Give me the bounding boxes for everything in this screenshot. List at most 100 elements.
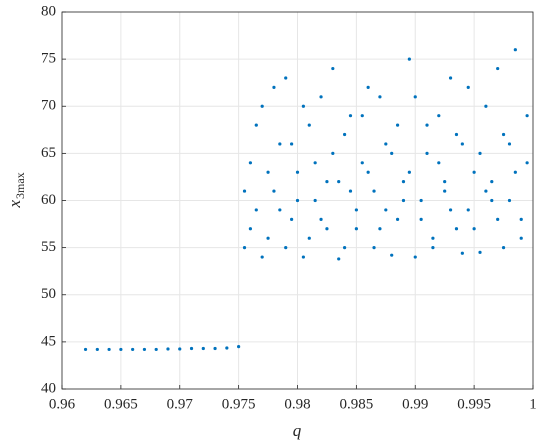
point — [254, 123, 258, 127]
point — [407, 170, 411, 174]
point — [290, 217, 294, 221]
x-tick-label: 0.985 — [340, 396, 374, 412]
point — [242, 189, 247, 193]
point — [478, 151, 482, 155]
point — [331, 66, 335, 71]
point — [443, 180, 447, 184]
point — [331, 151, 335, 155]
point — [348, 114, 353, 118]
point — [419, 198, 423, 203]
x-tick-label: 0.995 — [457, 396, 491, 412]
point — [119, 347, 123, 352]
point — [419, 217, 423, 221]
x-tick-label: 0.965 — [104, 396, 138, 412]
point — [472, 227, 476, 231]
point — [378, 227, 382, 231]
point — [413, 255, 417, 259]
point — [354, 227, 358, 231]
point — [325, 180, 329, 184]
point — [507, 142, 512, 146]
y-tick-label: 55 — [41, 239, 56, 255]
point — [131, 347, 135, 352]
point — [348, 189, 353, 193]
x-axis-label: q — [293, 421, 302, 440]
point — [413, 95, 417, 99]
point — [325, 227, 329, 231]
point — [501, 132, 506, 137]
point — [525, 114, 529, 118]
point — [272, 189, 276, 193]
point — [496, 217, 500, 221]
point — [301, 104, 305, 108]
y-tick-label: 75 — [41, 51, 56, 67]
point — [343, 246, 347, 250]
point — [301, 255, 305, 259]
point — [166, 347, 170, 351]
x-tick-label: 0.96 — [49, 396, 76, 412]
point — [401, 180, 406, 184]
point — [319, 95, 323, 99]
point — [443, 189, 447, 193]
point — [360, 161, 364, 165]
y-tick-label: 70 — [41, 98, 56, 114]
point — [266, 236, 270, 240]
point — [437, 114, 441, 118]
point — [154, 347, 158, 352]
x-tick-label: 0.98 — [284, 396, 310, 412]
point — [425, 151, 429, 155]
point — [448, 208, 453, 212]
x-tick-label: 0.97 — [167, 396, 194, 412]
point — [460, 142, 464, 146]
point — [189, 346, 194, 351]
point — [260, 104, 264, 108]
point — [313, 198, 317, 203]
point — [319, 217, 323, 221]
point — [254, 208, 258, 212]
point — [242, 246, 247, 250]
point — [519, 236, 523, 240]
point — [484, 189, 488, 193]
point — [178, 347, 182, 351]
point — [490, 180, 494, 184]
point — [372, 189, 376, 193]
point — [513, 48, 517, 52]
point — [307, 236, 311, 240]
point — [237, 344, 241, 349]
point — [460, 251, 464, 255]
point — [378, 95, 382, 99]
point — [201, 346, 205, 351]
point — [290, 142, 294, 146]
y-tick-label: 65 — [41, 145, 56, 161]
point — [448, 76, 453, 80]
point — [507, 198, 512, 203]
y-axis-label-group: x 3max — [5, 172, 27, 208]
point — [213, 346, 217, 351]
point — [313, 161, 317, 165]
point — [295, 198, 300, 203]
y-tick-label: 40 — [41, 380, 56, 396]
point — [431, 246, 435, 250]
point — [284, 246, 288, 250]
point — [343, 132, 347, 137]
point — [454, 227, 459, 231]
point — [248, 161, 252, 165]
point — [407, 57, 411, 61]
point — [142, 347, 147, 352]
point — [260, 255, 264, 259]
point — [525, 161, 529, 165]
plot-frame — [61, 11, 534, 390]
x-tick-label: 1 — [529, 396, 537, 412]
point — [354, 208, 358, 212]
point — [366, 170, 370, 174]
point — [519, 217, 523, 221]
point — [472, 170, 476, 174]
point — [490, 198, 494, 203]
point — [278, 142, 282, 146]
point — [307, 123, 311, 127]
point — [360, 114, 364, 118]
point — [431, 236, 435, 240]
point — [401, 198, 406, 203]
point — [395, 123, 400, 127]
point — [295, 170, 300, 174]
point — [372, 246, 376, 250]
